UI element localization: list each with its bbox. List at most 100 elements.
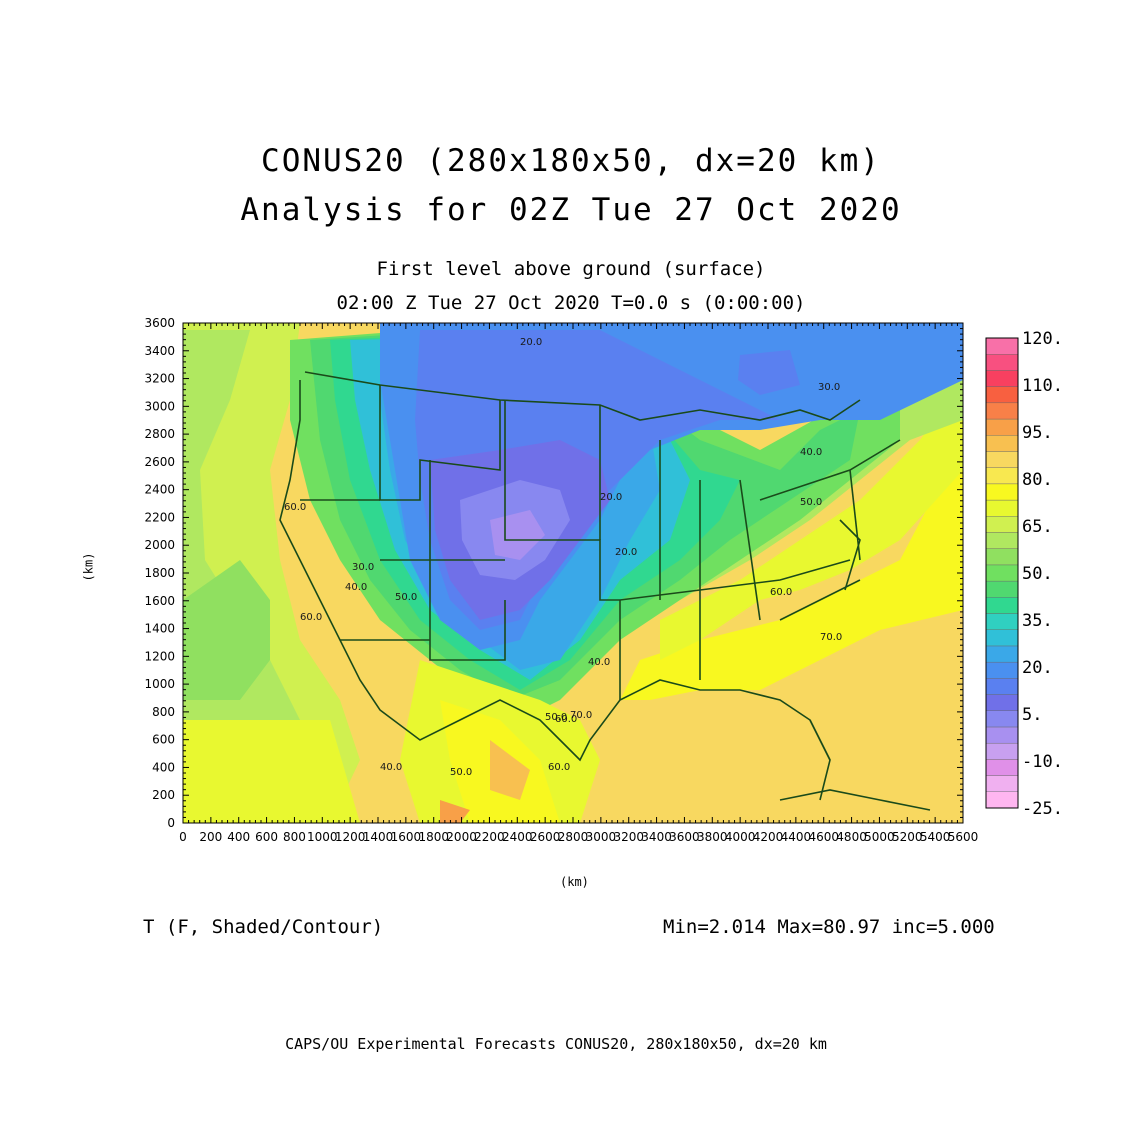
- colorbar-swatch: [985, 451, 1019, 468]
- y-tick-label: 2600: [144, 455, 175, 469]
- colorbar-swatch: [985, 548, 1019, 566]
- contour-label: 60.0: [300, 612, 322, 623]
- x-tick-label: 1600: [391, 830, 422, 844]
- map-valid-time: Analysis for 02Z Tue 27 Oct 2020: [240, 192, 902, 228]
- y-tick-label: 2200: [144, 510, 175, 524]
- colorbar-swatch: [985, 597, 1019, 614]
- contour-label: 40.0: [345, 582, 367, 593]
- x-tick-label: 1400: [363, 830, 394, 844]
- colorbar-swatch: [985, 678, 1019, 695]
- colorbar-swatch: [985, 775, 1019, 792]
- colorbar-swatch: [985, 791, 1019, 809]
- colorbar-swatch: [985, 370, 1019, 387]
- colorbar-swatch: [985, 580, 1019, 598]
- contour-label: 50.0: [450, 767, 472, 778]
- x-tick-label: 3000: [586, 830, 617, 844]
- contour-label: 40.0: [800, 447, 822, 458]
- contour-label: 20.0: [520, 337, 542, 348]
- y-tick-label: 2400: [144, 483, 175, 497]
- x-tick-label: 2400: [502, 830, 533, 844]
- colorbar-swatch: [985, 337, 1019, 355]
- colorbar: 120. 110. 95. 80. 65. 50. 35. 20. 5. -10. -25.: [985, 329, 1063, 819]
- y-tick-label: 3400: [144, 344, 175, 358]
- x-tick-label: 1800: [418, 830, 449, 844]
- x-tick-label: 4200: [753, 830, 784, 844]
- colorbar-label: 120.: [1022, 329, 1063, 349]
- contour-label: 40.0: [588, 657, 610, 668]
- x-tick-label: 5400: [920, 830, 951, 844]
- colorbar-swatch: [985, 694, 1019, 711]
- colorbar-swatch: [985, 467, 1019, 485]
- colorbar-swatch: [985, 483, 1019, 501]
- y-tick-label: 1800: [144, 566, 175, 580]
- x-tick-label: 1000: [307, 830, 338, 844]
- x-tick-label: 4400: [781, 830, 812, 844]
- stats-label: Min=2.014 Max=80.97 inc=5.000: [663, 916, 995, 938]
- x-tick-label: 400: [227, 830, 250, 844]
- colorbar-swatch: [985, 742, 1019, 760]
- colorbar-swatch: [985, 629, 1019, 647]
- contour-label: 20.0: [600, 492, 622, 503]
- temperature-field: [183, 323, 963, 823]
- colorbar-label: 50.: [1022, 564, 1053, 584]
- colorbar-swatch: [985, 354, 1019, 371]
- x-tick-label: 3800: [697, 830, 728, 844]
- map-title: CONUS20 (280x180x50, dx=20 km): [261, 143, 881, 179]
- colorbar-label: 65.: [1022, 517, 1053, 537]
- x-tick-label: 2600: [530, 830, 561, 844]
- x-tick-label: 2200: [474, 830, 505, 844]
- contour-label: 40.0: [380, 762, 402, 773]
- variable-label: T (F, Shaded/Contour): [143, 916, 384, 938]
- y-tick-label: 1000: [144, 677, 175, 691]
- colorbar-swatch: [985, 418, 1019, 436]
- colorbar-frame: [985, 337, 1019, 809]
- y-tick-label: 3600: [144, 316, 175, 330]
- y-tick-label: 0: [167, 816, 175, 830]
- contour-label: 60.0: [555, 714, 577, 725]
- x-tick-label: 4800: [836, 830, 867, 844]
- x-axis-label: (km): [560, 875, 589, 889]
- colorbar-swatch: [985, 435, 1019, 452]
- colorbar-swatch: [985, 386, 1019, 404]
- contour-label: 20.0: [615, 547, 637, 558]
- colorbar-swatch: [985, 613, 1019, 630]
- contour-label: 60.0: [284, 502, 306, 513]
- colorbar-label: 95.: [1022, 423, 1053, 443]
- y-tick-label: 1400: [144, 622, 175, 636]
- y-tick-label: 1600: [144, 594, 175, 608]
- x-tick-label: 5200: [892, 830, 923, 844]
- y-tick-label: 600: [152, 733, 175, 747]
- x-tick-label: 4000: [725, 830, 756, 844]
- contour-label: 50.0: [800, 497, 822, 508]
- colorbar-swatch: [985, 661, 1019, 679]
- colorbar-swatch: [985, 645, 1019, 663]
- colorbar-label: 110.: [1022, 376, 1063, 396]
- colorbar-swatch: [985, 759, 1019, 776]
- colorbar-label: -25.: [1022, 799, 1063, 819]
- x-tick-label: 1200: [335, 830, 366, 844]
- x-tick-label: 4600: [808, 830, 839, 844]
- colorbar-swatch: [985, 726, 1019, 744]
- y-axis: 0 200 400 600 800 1000 1200 1400 1600 1800 2000 220…: [144, 316, 963, 830]
- x-axis: 0 200 400 600 800 100012001400160018002000220…: [179, 323, 978, 844]
- x-tick-label: 800: [283, 830, 306, 844]
- x-tick-label: 2000: [446, 830, 477, 844]
- x-tick-label: 0: [179, 830, 187, 844]
- contour-label: 30.0: [818, 382, 840, 393]
- colorbar-label: 80.: [1022, 470, 1053, 490]
- colorbar-swatch: [985, 532, 1019, 549]
- y-tick-label: 1200: [144, 649, 175, 663]
- x-tick-label: 5600: [948, 830, 979, 844]
- colorbar-label: 20.: [1022, 658, 1053, 678]
- colorbar-swatch: [985, 710, 1019, 728]
- x-tick-label: 200: [199, 830, 222, 844]
- colorbar-swatch: [985, 516, 1019, 533]
- x-tick-label: 3200: [613, 830, 644, 844]
- colorbar-swatch: [985, 564, 1019, 582]
- colorbar-swatch: [985, 499, 1019, 517]
- y-tick-label: 3200: [144, 372, 175, 386]
- y-tick-label: 2800: [144, 427, 175, 441]
- colorbar-swatch: [985, 402, 1019, 420]
- y-tick-label: 200: [152, 788, 175, 802]
